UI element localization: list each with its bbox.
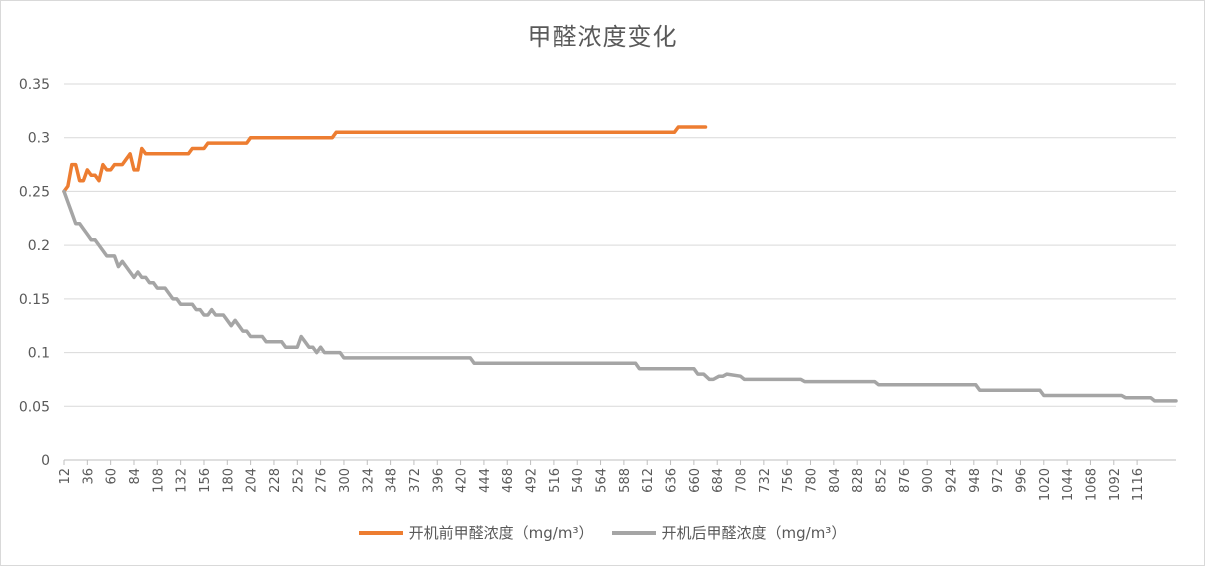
- x-tick-label: 756: [781, 468, 796, 493]
- x-tick-label: 900: [921, 468, 936, 493]
- x-tick-label: 972: [991, 468, 1006, 493]
- chart-title: 甲醛浓度变化: [527, 23, 678, 51]
- y-tick-label: 0.15: [19, 292, 50, 308]
- y-tick-label: 0.3: [28, 131, 50, 147]
- x-tick-label: 828: [851, 468, 866, 493]
- x-tick-label: 1044: [1061, 468, 1076, 501]
- y-tick-label: 0.1: [28, 346, 50, 362]
- x-tick-label: 12: [58, 468, 73, 485]
- x-tick-label: 156: [198, 468, 213, 493]
- x-tick-label: 996: [1014, 468, 1029, 493]
- x-tick-label: 588: [618, 468, 633, 493]
- y-tick-label: 0.2: [28, 238, 50, 254]
- x-tick-label: 324: [361, 468, 376, 493]
- x-tick-label: 516: [548, 468, 563, 493]
- legend: 开机前甲醛浓度（mg/m³） 开机后甲醛浓度（mg/m³）: [0, 522, 1205, 543]
- x-tick-label: 684: [711, 468, 726, 493]
- x-tick-label: 1020: [1038, 468, 1053, 501]
- x-tick-label: 348: [385, 468, 400, 493]
- x-tick-label: 420: [455, 468, 470, 493]
- x-tick-label: 948: [968, 468, 983, 493]
- x-tick-label: 132: [175, 468, 190, 493]
- legend-item-after: 开机后甲醛浓度（mg/m³）: [611, 522, 847, 543]
- y-tick-label: 0.35: [19, 77, 50, 93]
- x-tick-label: 108: [151, 468, 166, 493]
- x-tick-label: 876: [898, 468, 913, 493]
- x-tick-label: 300: [338, 468, 353, 493]
- x-tick-label: 564: [595, 468, 610, 493]
- y-tick-label: 0.05: [19, 399, 50, 415]
- x-tick-label: 804: [828, 468, 843, 493]
- legend-swatch-before: [358, 530, 403, 535]
- x-tick-label: 1116: [1131, 468, 1146, 501]
- y-axis-ticks: 0 0.05 0.1 0.15 0.2 0.25 0.3 0.35: [19, 77, 50, 469]
- x-tick-label: 540: [571, 468, 586, 493]
- x-tick-label: 708: [735, 468, 750, 493]
- legend-swatch-after: [611, 530, 656, 535]
- x-tick-label: 468: [501, 468, 516, 493]
- series-line-before: [62, 125, 708, 194]
- x-tick-label: 924: [944, 468, 959, 493]
- y-tick-label: 0.25: [19, 184, 50, 200]
- y-tick-label: 0: [41, 453, 50, 469]
- x-axis: 12 36 60 84 108 132 156 180 204 228 252 276 300 324 34…: [58, 459, 1176, 501]
- x-tick-label: 60: [105, 468, 120, 485]
- x-tick-label: 612: [641, 468, 656, 493]
- x-tick-label: 780: [805, 468, 820, 493]
- series-line-after: [62, 189, 1178, 403]
- legend-item-before: 开机前甲醛浓度（mg/m³）: [358, 522, 594, 543]
- x-tick-label: 852: [875, 468, 890, 493]
- x-tick-label: 396: [431, 468, 446, 493]
- x-tick-label: 372: [408, 468, 423, 493]
- x-tick-label: 660: [688, 468, 703, 493]
- x-tick-label: 276: [315, 468, 330, 493]
- gridlines: [64, 83, 1176, 461]
- series-lines: [62, 125, 1178, 403]
- x-tick-label: 636: [665, 468, 680, 493]
- legend-label-before: 开机前甲醛浓度（mg/m³）: [408, 524, 594, 542]
- x-tick-label: 36: [81, 468, 96, 485]
- x-tick-label: 204: [245, 468, 260, 493]
- legend-label-after: 开机后甲醛浓度（mg/m³）: [661, 524, 847, 542]
- x-tick-label: 84: [128, 468, 143, 485]
- x-tick-label: 228: [268, 468, 283, 493]
- x-tick-label: 180: [221, 468, 236, 493]
- x-tick-label: 492: [525, 468, 540, 493]
- x-tick-label: 1092: [1108, 468, 1123, 501]
- x-tick-label: 444: [478, 468, 493, 493]
- x-tick-label: 732: [758, 468, 773, 493]
- x-tick-label: 252: [291, 468, 306, 493]
- x-tick-label: 1068: [1084, 468, 1099, 501]
